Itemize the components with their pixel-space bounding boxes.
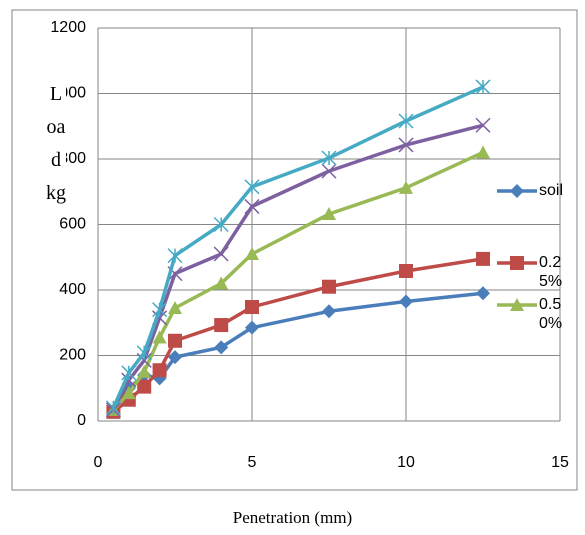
marker bbox=[168, 333, 182, 348]
marker bbox=[121, 386, 136, 400]
y-axis-title: Load kg bbox=[46, 78, 66, 210]
marker bbox=[245, 246, 259, 260]
marker bbox=[476, 286, 490, 301]
y-tick-label: 0 bbox=[77, 412, 86, 429]
y-tick-label: 400 bbox=[59, 281, 86, 298]
marker bbox=[510, 184, 524, 198]
marker bbox=[245, 320, 259, 335]
marker bbox=[399, 180, 413, 194]
marker bbox=[321, 150, 337, 166]
marker bbox=[152, 363, 167, 378]
chart-border bbox=[11, 9, 578, 491]
marker bbox=[322, 304, 336, 319]
marker bbox=[510, 256, 524, 270]
marker bbox=[168, 301, 182, 315]
marker bbox=[244, 198, 260, 215]
marker bbox=[136, 345, 152, 361]
marker bbox=[213, 216, 229, 233]
marker bbox=[105, 400, 121, 416]
marker bbox=[213, 246, 229, 262]
marker bbox=[137, 379, 152, 394]
series-line bbox=[111, 85, 484, 409]
marker bbox=[476, 251, 490, 266]
marker bbox=[121, 365, 137, 381]
legend-label: soil bbox=[539, 182, 564, 199]
marker bbox=[399, 264, 413, 279]
marker bbox=[398, 113, 414, 129]
y-tick-label: 200 bbox=[59, 347, 86, 364]
marker bbox=[152, 302, 168, 318]
marker bbox=[244, 179, 260, 195]
marker bbox=[245, 300, 259, 315]
x-axis-title: Penetration (mm) bbox=[232, 508, 353, 527]
marker bbox=[398, 137, 414, 153]
series-line bbox=[112, 150, 484, 412]
legend-label: 0.50% bbox=[539, 296, 563, 332]
marker bbox=[322, 207, 336, 221]
marker bbox=[137, 364, 152, 378]
series-line bbox=[112, 257, 484, 414]
marker bbox=[214, 340, 229, 355]
marker bbox=[321, 163, 337, 179]
y-tick-label: 1200 bbox=[50, 19, 86, 36]
marker bbox=[476, 145, 490, 159]
marker bbox=[152, 330, 167, 344]
x-tick-label: 5 bbox=[248, 454, 257, 471]
marker bbox=[136, 352, 152, 368]
series-line bbox=[111, 123, 484, 411]
x-tick-label: 10 bbox=[397, 454, 415, 471]
x-tick-label: 0 bbox=[94, 454, 103, 471]
marker bbox=[475, 117, 491, 133]
marker bbox=[214, 276, 229, 290]
marker bbox=[399, 294, 413, 309]
marker bbox=[322, 279, 336, 294]
marker bbox=[475, 79, 491, 95]
x-tick-label: 15 bbox=[551, 454, 569, 471]
marker bbox=[167, 248, 183, 264]
y-tick-label: 600 bbox=[59, 216, 86, 233]
marker bbox=[214, 318, 229, 333]
legend-label: 0.25% bbox=[539, 254, 563, 290]
marker bbox=[510, 298, 524, 311]
marker bbox=[168, 350, 182, 365]
